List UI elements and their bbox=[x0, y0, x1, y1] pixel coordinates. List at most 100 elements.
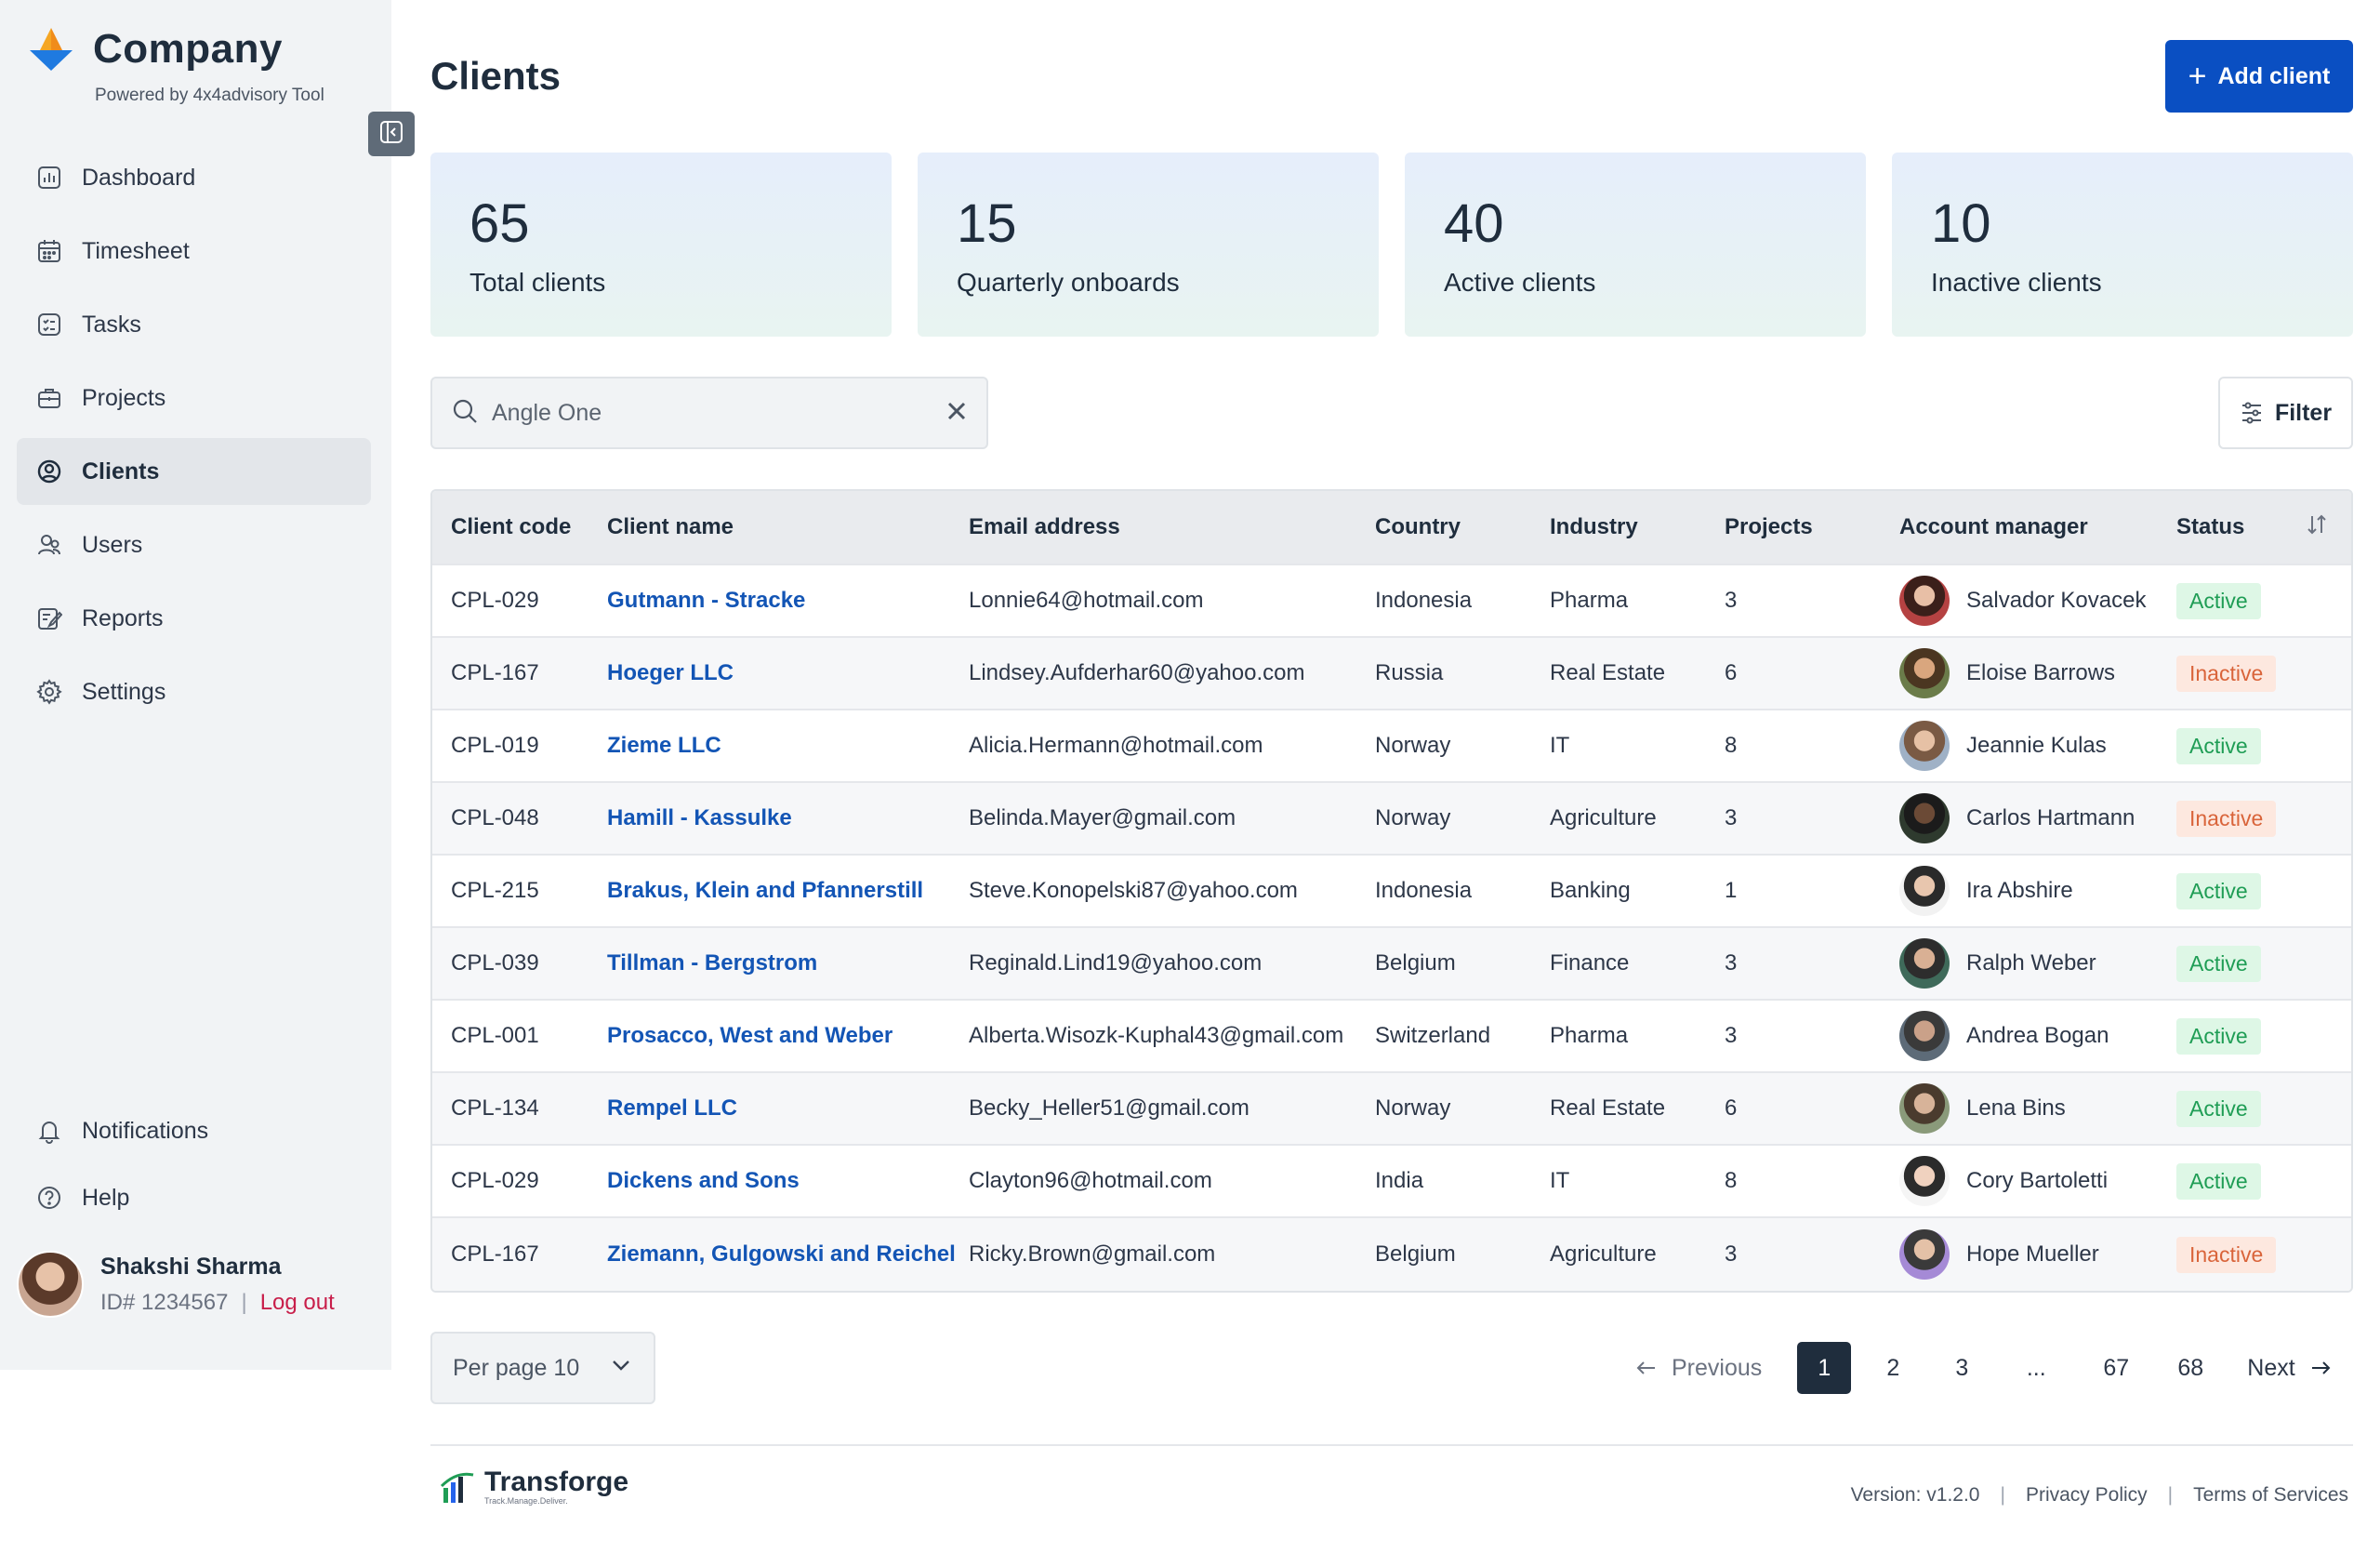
client-industry: Agriculture bbox=[1550, 1241, 1657, 1267]
client-email: Clayton96@hotmail.com bbox=[969, 1168, 1212, 1193]
client-projects: 8 bbox=[1725, 733, 1738, 758]
client-code: CPL-048 bbox=[451, 805, 539, 830]
avatar bbox=[1899, 793, 1950, 843]
per-page-value: Per page 10 bbox=[453, 1354, 580, 1381]
client-industry: Pharma bbox=[1550, 1023, 1629, 1048]
sidebar-item-users[interactable]: Users bbox=[17, 511, 371, 578]
client-projects: 3 bbox=[1725, 805, 1738, 830]
page-button-67[interactable]: 67 bbox=[2103, 1354, 2130, 1381]
terms-link[interactable]: Terms of Services bbox=[2193, 1484, 2348, 1506]
client-industry: Banking bbox=[1550, 878, 1631, 903]
account-manager: Salvador Kovacek bbox=[1966, 588, 2147, 613]
client-name-link[interactable]: Tillman - Bergstrom bbox=[607, 950, 818, 976]
client-name-link[interactable]: Gutmann - Stracke bbox=[607, 588, 806, 613]
client-projects: 1 bbox=[1725, 878, 1738, 903]
client-code: CPL-001 bbox=[451, 1023, 539, 1048]
table-row[interactable]: CPL-039 Tillman - Bergstrom Reginald.Lin… bbox=[432, 928, 2351, 1001]
sidebar-item-help[interactable]: Help bbox=[17, 1164, 371, 1231]
version-text: Version: v1.2.0 bbox=[1850, 1484, 1980, 1506]
search-input[interactable]: Angle One bbox=[430, 377, 988, 449]
avatar[interactable] bbox=[17, 1251, 84, 1318]
logout-link[interactable]: Log out bbox=[259, 1289, 335, 1315]
client-name-link[interactable]: Hoeger LLC bbox=[607, 660, 734, 685]
sidebar-item-notifications[interactable]: Notifications bbox=[17, 1097, 371, 1164]
client-projects: 8 bbox=[1725, 1168, 1738, 1193]
account-manager: Lena Bins bbox=[1966, 1095, 2066, 1121]
stat-label: Active clients bbox=[1444, 268, 1596, 297]
column-header-status[interactable]: Status bbox=[2176, 514, 2245, 539]
brand[interactable]: Company bbox=[28, 26, 283, 73]
column-header-country[interactable]: Country bbox=[1375, 514, 1461, 539]
sidebar-item-timesheet[interactable]: Timesheet bbox=[17, 218, 371, 285]
client-country: Indonesia bbox=[1375, 878, 1473, 903]
page-button-1[interactable]: 1 bbox=[1797, 1342, 1852, 1394]
arrow-left-icon bbox=[1634, 1356, 1659, 1380]
sidebar-item-clients[interactable]: Clients bbox=[17, 438, 371, 505]
privacy-policy-link[interactable]: Privacy Policy bbox=[2025, 1484, 2148, 1506]
page-button-2[interactable]: 2 bbox=[1886, 1354, 1900, 1381]
per-page-select[interactable]: Per page 10 bbox=[430, 1332, 655, 1404]
account-manager: Ralph Weber bbox=[1966, 950, 2096, 976]
client-name-link[interactable]: Brakus, Klein and Pfannerstill bbox=[607, 878, 924, 903]
brand-name: Company bbox=[93, 26, 283, 72]
add-client-button[interactable]: + Add client bbox=[2165, 40, 2353, 113]
stat-value: 40 bbox=[1444, 193, 1504, 254]
page-button-68[interactable]: 68 bbox=[2177, 1354, 2204, 1381]
next-page-button[interactable]: Next bbox=[2247, 1355, 2332, 1382]
client-email: Reginald.Lind19@yahoo.com bbox=[969, 950, 1263, 976]
table-row[interactable]: CPL-029 Dickens and Sons Clayton96@hotma… bbox=[432, 1146, 2351, 1218]
table-row[interactable]: CPL-167 Ziemann, Gulgowski and Reichel R… bbox=[432, 1218, 2351, 1291]
filter-label: Filter bbox=[2274, 399, 2333, 426]
next-label: Next bbox=[2247, 1354, 2295, 1381]
divider: | bbox=[241, 1289, 247, 1315]
table-row[interactable]: CPL-215 Brakus, Klein and Pfannerstill S… bbox=[432, 856, 2351, 928]
sort-icon[interactable] bbox=[2305, 512, 2329, 543]
column-header-email[interactable]: Email address bbox=[969, 514, 1120, 539]
sidebar-item-projects[interactable]: Projects bbox=[17, 365, 371, 431]
clear-search-icon[interactable] bbox=[945, 400, 968, 427]
client-name-link[interactable]: Rempel LLC bbox=[607, 1095, 738, 1121]
filter-icon bbox=[2240, 401, 2264, 425]
column-header-name[interactable]: Client name bbox=[607, 514, 734, 539]
previous-page-button[interactable]: Previous bbox=[1634, 1355, 1762, 1382]
client-code: CPL-167 bbox=[451, 660, 539, 685]
table-row[interactable]: CPL-167 Hoeger LLC Lindsey.Aufderhar60@y… bbox=[432, 638, 2351, 710]
client-name-link[interactable]: Zieme LLC bbox=[607, 733, 721, 758]
sidebar-item-dashboard[interactable]: Dashboard bbox=[17, 144, 371, 211]
stat-value: 10 bbox=[1931, 193, 1991, 254]
collapse-sidebar-button[interactable] bbox=[368, 112, 415, 156]
client-name-link[interactable]: Prosacco, West and Weber bbox=[607, 1023, 893, 1048]
column-header-manager[interactable]: Account manager bbox=[1899, 514, 2088, 539]
table-row[interactable]: CPL-048 Hamill - Kassulke Belinda.Mayer@… bbox=[432, 783, 2351, 856]
column-header-code[interactable]: Client code bbox=[451, 514, 572, 539]
sidebar-item-reports[interactable]: Reports bbox=[17, 585, 371, 652]
avatar bbox=[1899, 1083, 1950, 1134]
sidebar-item-tasks[interactable]: Tasks bbox=[17, 291, 371, 358]
client-name-link[interactable]: Dickens and Sons bbox=[607, 1168, 800, 1193]
client-code: CPL-029 bbox=[451, 1168, 539, 1193]
client-code: CPL-134 bbox=[451, 1095, 539, 1121]
plus-icon: + bbox=[2188, 59, 2207, 94]
account-manager: Carlos Hartmann bbox=[1966, 805, 2135, 830]
client-email: Lonnie64@hotmail.com bbox=[969, 588, 1204, 613]
table-row[interactable]: CPL-019 Zieme LLC Alicia.Hermann@hotmail… bbox=[432, 710, 2351, 783]
client-industry: IT bbox=[1550, 733, 1570, 758]
status-badge: Active bbox=[2176, 582, 2261, 619]
page-button-3[interactable]: 3 bbox=[1955, 1354, 1969, 1381]
sidebar-item-settings[interactable]: Settings bbox=[17, 658, 371, 725]
status-badge: Active bbox=[2176, 1162, 2261, 1200]
column-header-industry[interactable]: Industry bbox=[1550, 514, 1638, 539]
filter-button[interactable]: Filter bbox=[2218, 377, 2353, 449]
client-industry: Agriculture bbox=[1550, 805, 1657, 830]
client-name-link[interactable]: Ziemann, Gulgowski and Reichel bbox=[607, 1241, 956, 1267]
table-row[interactable]: CPL-134 Rempel LLC Becky_Heller51@gmail.… bbox=[432, 1073, 2351, 1146]
avatar bbox=[1899, 1156, 1950, 1206]
account-manager: Ira Abshire bbox=[1966, 878, 2073, 903]
client-industry: Real Estate bbox=[1550, 660, 1666, 685]
client-name-link[interactable]: Hamill - Kassulke bbox=[607, 805, 792, 830]
client-email: Alberta.Wisozk-Kuphal43@gmail.com bbox=[969, 1023, 1344, 1048]
table-row[interactable]: CPL-029 Gutmann - Stracke Lonnie64@hotma… bbox=[432, 565, 2351, 638]
table-row[interactable]: CPL-001 Prosacco, West and Weber Alberta… bbox=[432, 1001, 2351, 1073]
stat-label: Inactive clients bbox=[1931, 268, 2102, 297]
column-header-projects[interactable]: Projects bbox=[1725, 514, 1813, 539]
